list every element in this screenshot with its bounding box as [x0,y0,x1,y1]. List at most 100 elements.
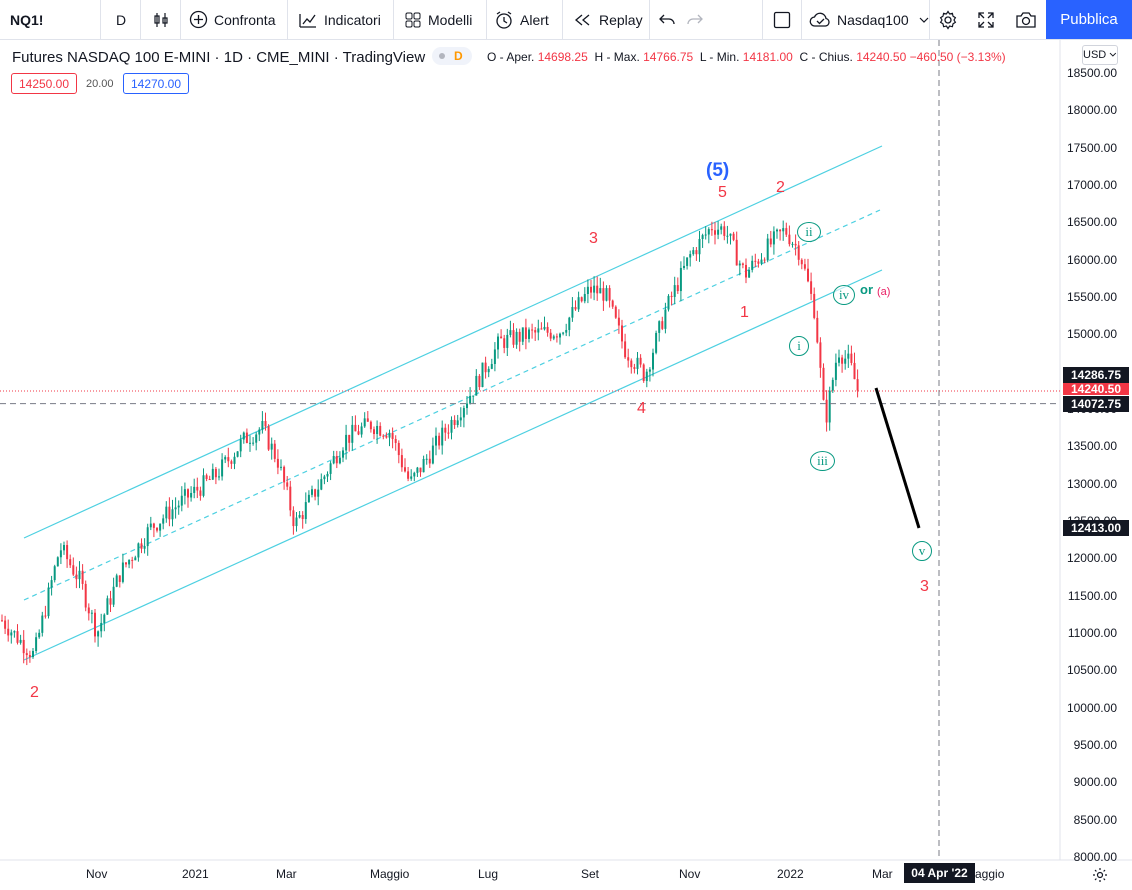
price-chart[interactable] [0,40,1132,890]
candle-body [571,307,574,318]
alt-wave-a-label[interactable]: (a) [877,286,891,298]
price-tick-label: 9000.00 [1073,775,1117,790]
candle-body [400,455,403,468]
toolbar-divider [486,0,487,39]
candle-body [28,655,31,658]
currency-selector[interactable]: USD [1082,45,1118,65]
indicators-button[interactable]: Indicatori [298,0,381,39]
wave-label-4[interactable]: 4 [637,400,646,417]
candle-body [605,288,608,301]
candle-body [183,489,186,496]
fullscreen-button[interactable] [977,0,1001,39]
candle-body [304,502,307,520]
or-label[interactable]: or [860,282,873,297]
candle-body [357,431,360,435]
crosshair-date-tag: 04 Apr '22 [904,863,975,883]
interval-button[interactable]: D [116,0,126,39]
minor-wave-ii[interactable]: ii [797,222,821,242]
candle-body [484,362,487,373]
low-label: L - Min. [699,50,740,64]
candle-body [621,325,623,342]
price-tick-label: 10500.00 [1066,663,1117,678]
wave-label-5[interactable]: 5 [718,184,727,201]
alert-button[interactable]: Alert [494,0,549,39]
candle-body [345,434,348,451]
candle-body [335,455,338,464]
candle-body [583,293,586,302]
candle-body [422,458,425,473]
toolbar-divider [180,0,181,39]
wave-label-3-left[interactable]: 3 [589,230,598,247]
candle-body [838,357,840,363]
sell-button[interactable]: 14250.00 [11,73,77,94]
wave-label-1[interactable]: 1 [740,304,749,321]
chart-type-button[interactable] [152,0,176,39]
buy-button[interactable]: 14270.00 [123,73,189,94]
candle-body [94,612,96,637]
candle-body [149,523,152,528]
price-tick-label: 16500.00 [1066,215,1117,230]
candle-body [59,550,62,558]
undo-button[interactable] [658,0,682,39]
minor-wave-iii[interactable]: iii [810,451,835,471]
wave-label-2-bottom[interactable]: 2 [30,684,39,701]
candle-body [481,362,484,388]
data-badge[interactable]: D [432,47,472,65]
redo-button[interactable] [686,0,710,39]
candle-body [366,418,369,422]
candle-body [577,297,580,310]
wave-label-major-5[interactable]: (5) [706,160,730,181]
candle-body [314,489,317,497]
minor-wave-i[interactable]: i [789,336,809,356]
compare-button[interactable]: Confronta [189,0,275,39]
candle-body [748,269,751,278]
symbol-button[interactable]: NQ1! [10,0,43,39]
candle-body [128,559,131,565]
candle-body [298,515,301,518]
wave-label-3-target[interactable]: 3 [920,578,929,595]
candle-body [351,424,354,443]
minor-wave-iv[interactable]: iv [833,285,855,305]
models-label: Modelli [428,11,473,28]
candle-body [546,326,549,333]
candle-body [131,559,134,561]
watchlist-button[interactable]: Nasdaq100 [809,0,935,39]
axis-settings-button[interactable] [1091,866,1109,889]
replay-button[interactable]: Replay [573,0,643,39]
layout-button[interactable] [773,0,797,39]
candle-body [593,285,596,293]
publish-button[interactable]: Pubblica [1046,0,1132,39]
candle-body [438,435,441,446]
candle-body [679,267,682,292]
candle-body [140,543,143,549]
candle-body [723,226,726,236]
candle-body [624,341,627,358]
candle-body [586,286,589,294]
candle-body [630,360,633,368]
wave-label-2-top[interactable]: 2 [776,179,785,196]
models-button[interactable]: Modelli [404,0,472,39]
price-tick-label: 13500.00 [1066,439,1117,454]
candle-body [283,466,286,483]
candle-body [419,467,422,473]
candle-body [4,620,7,629]
chevron-down-icon [919,16,929,24]
candle-body [230,461,233,464]
candle-body [252,442,255,444]
candle-body [307,494,310,503]
candle-body [382,435,385,437]
candle-body [326,473,329,477]
candle-body [435,435,437,446]
minor-wave-v[interactable]: v [912,541,932,561]
candle-body [273,443,276,459]
candle-body [611,300,614,307]
snapshot-button[interactable] [1015,0,1043,39]
gear-icon [1093,868,1107,882]
candle-body [25,653,28,656]
time-label: 2022 [777,867,804,881]
candle-body [134,557,137,561]
candle-body [856,379,859,391]
time-label: Nov [86,867,108,881]
candle-body [627,357,630,361]
settings-button[interactable] [938,0,964,39]
